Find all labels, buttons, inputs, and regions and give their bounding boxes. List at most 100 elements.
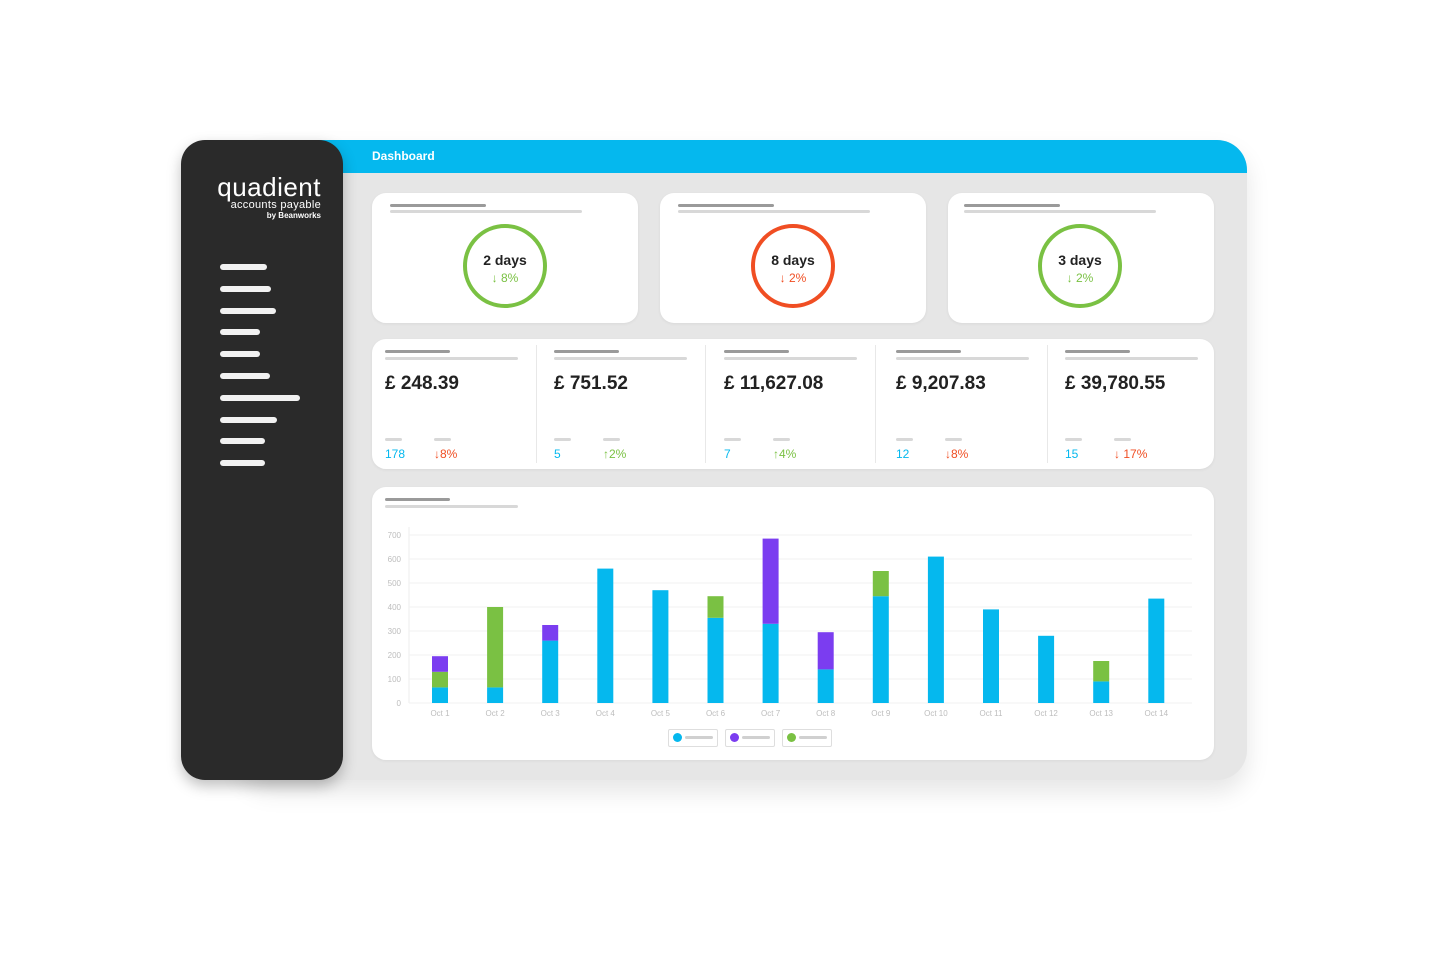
stat-change: ↓8% — [434, 447, 457, 461]
card-subtitle-placeholder — [964, 210, 1156, 213]
x-tick-label: Oct 14 — [1145, 709, 1169, 718]
legend-swatch — [673, 733, 682, 742]
stat-title-placeholder — [896, 350, 961, 353]
sidebar-item-5[interactable] — [220, 351, 260, 357]
stat-cell[interactable]: £ 751.52 5 ↑2% — [541, 339, 705, 469]
stat-amount: £ 751.52 — [554, 373, 628, 394]
kpi-card[interactable]: 8 days ↓ 2% — [660, 193, 926, 323]
legend-item[interactable] — [668, 729, 718, 747]
x-tick-label: Oct 7 — [761, 709, 781, 718]
sidebar-item-6[interactable] — [220, 373, 270, 379]
gauge-ring — [751, 224, 835, 308]
stat-change-label-placeholder — [773, 438, 790, 441]
bar-segment — [707, 596, 724, 618]
arrow-down-icon: ↓ — [779, 271, 786, 285]
stat-change: ↑2% — [603, 447, 626, 461]
bar-segment — [1093, 661, 1110, 682]
sidebar-item-4[interactable] — [220, 329, 260, 335]
stat-subtitle-placeholder — [724, 357, 857, 360]
y-tick-label: 300 — [388, 627, 402, 636]
y-tick-label: 400 — [388, 603, 402, 612]
arrow-down-icon: ↓ — [491, 271, 498, 285]
bar-segment — [1148, 598, 1165, 703]
stat-amount: £ 11,627.08 — [724, 373, 824, 394]
stat-cell[interactable]: £ 248.39 178 ↓8% — [372, 339, 536, 469]
sidebar-item-3[interactable] — [220, 308, 276, 314]
bar-segment — [1038, 635, 1055, 703]
x-tick-label: Oct 5 — [651, 709, 671, 718]
stat-count-label-placeholder — [896, 438, 913, 441]
sidebar-item-2[interactable] — [220, 286, 271, 292]
bar-segment — [872, 596, 889, 703]
x-tick-label: Oct 11 — [980, 709, 1004, 718]
stat-change-percent: 8% — [951, 447, 969, 461]
kpi-card[interactable]: 3 days ↓ 2% — [948, 193, 1214, 323]
stat-amount: £ 9,207.83 — [896, 373, 986, 394]
stat-amount: £ 39,780.55 — [1065, 373, 1166, 394]
stat-change: ↑4% — [773, 447, 796, 461]
legend-label-placeholder — [799, 736, 827, 739]
stats-card: £ 248.39 178 ↓8% £ 751.52 5 ↑2% £ 11,627… — [372, 339, 1214, 469]
logo-wordmark: quadient — [217, 172, 321, 202]
bar-segment — [927, 556, 944, 703]
card-subtitle-placeholder — [390, 210, 582, 213]
x-tick-label: Oct 9 — [871, 709, 891, 718]
stat-cell[interactable]: £ 9,207.83 12 ↓8% — [883, 339, 1047, 469]
legend-item[interactable] — [725, 729, 775, 747]
stat-title-placeholder — [385, 350, 450, 353]
kpi-change: ↓ 8% — [445, 271, 565, 285]
bar-segment — [817, 632, 834, 670]
y-tick-label: 500 — [388, 579, 402, 588]
kpi-card[interactable]: 2 days ↓ 8% — [372, 193, 638, 323]
stat-count-label-placeholder — [554, 438, 571, 441]
bar-segment — [432, 671, 448, 688]
stat-title-placeholder — [1065, 350, 1130, 353]
divider — [536, 345, 537, 463]
bar-segment — [652, 590, 669, 703]
arrow-up-icon: ↑ — [773, 447, 779, 461]
stat-change-label-placeholder — [434, 438, 451, 441]
legend-label-placeholder — [685, 736, 713, 739]
stat-cell[interactable]: £ 11,627.08 7 ↑4% — [711, 339, 875, 469]
sidebar-item-8[interactable] — [220, 417, 277, 423]
kpi-value: 8 days — [771, 252, 815, 268]
page-title: Dashboard — [372, 149, 435, 163]
stat-title-placeholder — [724, 350, 789, 353]
arrow-down-icon: ↓ — [1066, 271, 1073, 285]
arrow-up-icon: ↑ — [603, 447, 609, 461]
stat-change-label-placeholder — [603, 438, 620, 441]
stacked-bar-chart: 0 100 200 300 400 500 600 700 Oct 1 Oct 2 Oct 3 Oct… — [388, 527, 1192, 718]
top-bar: Dashboard — [240, 140, 1247, 173]
card-title-placeholder — [390, 204, 486, 207]
y-tick-label: 600 — [388, 555, 402, 564]
bar-segment — [817, 669, 834, 703]
legend-swatch — [787, 733, 796, 742]
bar-segment — [983, 609, 999, 703]
y-tick-label: 700 — [388, 531, 402, 540]
sidebar: quadient accounts payable by Beanworks — [181, 140, 343, 780]
bar-segment — [762, 623, 779, 703]
divider — [1047, 345, 1048, 463]
sidebar-item-7[interactable] — [220, 395, 300, 401]
chart-subtitle-placeholder — [385, 505, 518, 508]
bar-segment — [707, 617, 724, 703]
sidebar-item-1[interactable] — [220, 264, 267, 270]
y-tick-label: 200 — [388, 651, 402, 660]
gauge-ring — [1038, 224, 1122, 308]
stat-cell[interactable]: £ 39,780.55 15 ↓ 17% — [1052, 339, 1212, 469]
sidebar-item-9[interactable] — [220, 438, 265, 444]
logo-byline: by Beanworks — [266, 211, 321, 220]
x-tick-label: Oct 10 — [924, 709, 948, 718]
divider — [705, 345, 706, 463]
bar-segment — [872, 571, 889, 597]
bar-segment — [1093, 681, 1110, 703]
card-subtitle-placeholder — [678, 210, 870, 213]
legend-item[interactable] — [782, 729, 832, 747]
bar-segment — [542, 625, 559, 641]
x-tick-label: Oct 3 — [541, 709, 561, 718]
sidebar-item-10[interactable] — [220, 460, 265, 466]
chart-title-placeholder — [385, 498, 450, 501]
kpi-value: 2 days — [483, 252, 527, 268]
stat-title-placeholder — [554, 350, 619, 353]
